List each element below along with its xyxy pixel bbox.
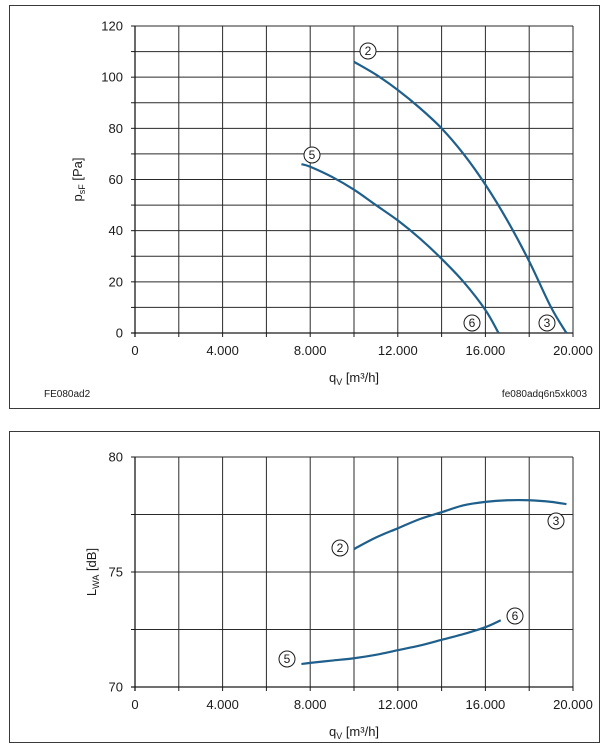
curve-marker-circle xyxy=(359,42,377,60)
x-tick-label: 0 xyxy=(131,343,138,358)
y-tick-label: 70 xyxy=(109,680,123,695)
y-tick-label: 60 xyxy=(109,172,123,187)
curve-marker: 2 xyxy=(331,539,349,557)
curve-marker: 3 xyxy=(547,512,565,530)
curve-marker-circle xyxy=(463,314,481,332)
x-tick-label: 20.000 xyxy=(553,343,593,358)
curve-marker: 2 xyxy=(359,42,377,60)
sound-chart-panel: 0 4.000 8.000 12.000 16.000 20.000 70 75 80 qV [m… xyxy=(9,431,600,743)
y-tick-label: 100 xyxy=(101,70,123,85)
curve-marker-label: 5 xyxy=(309,148,316,162)
y-axis-label: LWA [dB] xyxy=(84,548,101,596)
curve-marker-circle xyxy=(303,146,321,164)
footer-left-code: FE080ad2 xyxy=(44,389,91,400)
curve-marker: 6 xyxy=(463,314,481,332)
x-tick-label: 16.000 xyxy=(466,697,506,712)
grid xyxy=(134,456,574,688)
curve-marker-circle xyxy=(506,607,524,625)
y-tick-label: 75 xyxy=(109,565,123,580)
series-line xyxy=(301,163,500,334)
y-tick-label: 0 xyxy=(116,326,123,341)
y-tick-label: 40 xyxy=(109,223,123,238)
series-line xyxy=(353,498,567,550)
y-tick-label: 80 xyxy=(109,121,123,136)
y-tick-label: 120 xyxy=(101,19,123,34)
curve-marker-label: 3 xyxy=(544,316,551,330)
x-tick-label: 4.000 xyxy=(206,697,239,712)
curve-marker-circle xyxy=(331,539,349,557)
footer-right-code: fe080adq6n5xk003 xyxy=(502,389,588,400)
curve-marker-circle xyxy=(547,512,565,530)
series-line xyxy=(353,60,568,334)
curve-marker-label: 2 xyxy=(365,44,372,58)
curve-marker-circle xyxy=(538,314,556,332)
curve-marker-label: 6 xyxy=(469,316,476,330)
y-tick-label: 20 xyxy=(109,274,123,289)
x-tick-label: 8.000 xyxy=(294,697,327,712)
curve-marker-circle xyxy=(278,650,296,668)
curve-marker: 5 xyxy=(278,650,296,668)
curve-marker: 6 xyxy=(506,607,524,625)
curve-marker: 3 xyxy=(538,314,556,332)
x-tick-label: 0 xyxy=(131,697,138,712)
series-1: 56 xyxy=(278,607,524,668)
x-tick-label: 12.000 xyxy=(378,343,418,358)
pressure-chart: 0 4.000 8.000 12.000 16.000 20.000 0 20 40 60 80 10… xyxy=(44,19,593,401)
series-1: 56 xyxy=(301,146,500,334)
x-axis-label: qV [m³/h] xyxy=(329,724,379,741)
grid xyxy=(134,25,574,334)
x-tick-label: 8.000 xyxy=(294,343,327,358)
pressure-chart-panel: 0 4.000 8.000 12.000 16.000 20.000 0 20 40 60 80 10… xyxy=(9,5,600,409)
curve-marker-label: 3 xyxy=(553,514,560,528)
y-tick-label: 80 xyxy=(109,450,123,465)
curve-marker-label: 5 xyxy=(284,652,291,666)
curve-marker: 5 xyxy=(303,146,321,164)
sound-chart: 0 4.000 8.000 12.000 16.000 20.000 70 75 80 qV [m… xyxy=(84,450,593,742)
y-axis-label: psF [Pa] xyxy=(70,158,87,202)
series-line xyxy=(301,619,502,666)
x-tick-label: 4.000 xyxy=(206,343,239,358)
x-tick-label: 20.000 xyxy=(553,697,593,712)
curve-marker-label: 2 xyxy=(337,541,344,555)
series-0: 23 xyxy=(353,42,568,334)
x-tick-label: 16.000 xyxy=(466,343,506,358)
x-tick-label: 12.000 xyxy=(378,697,418,712)
curve-marker-label: 6 xyxy=(512,609,519,623)
x-axis-label: qV [m³/h] xyxy=(329,370,379,387)
series-0: 23 xyxy=(331,498,567,557)
